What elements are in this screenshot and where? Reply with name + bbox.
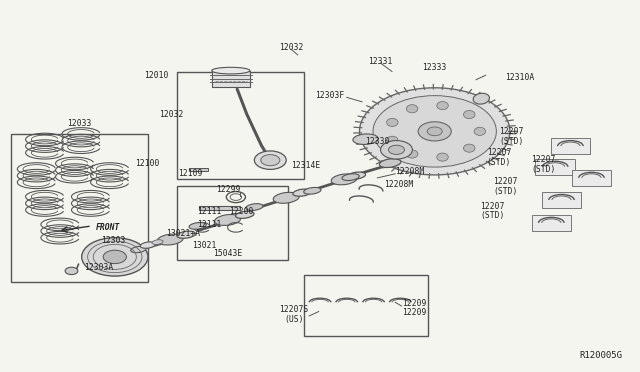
Text: 12310A: 12310A <box>505 73 534 81</box>
Text: 13021: 13021 <box>193 241 217 250</box>
Ellipse shape <box>212 67 250 74</box>
Text: 12331: 12331 <box>369 57 393 66</box>
Ellipse shape <box>331 174 357 185</box>
Text: 12032: 12032 <box>159 109 183 119</box>
Bar <box>212 71 250 87</box>
Ellipse shape <box>436 153 448 161</box>
Ellipse shape <box>131 246 146 253</box>
Ellipse shape <box>342 174 359 180</box>
Bar <box>541 192 581 208</box>
Ellipse shape <box>473 93 490 104</box>
Circle shape <box>373 96 497 167</box>
Text: 12111: 12111 <box>197 220 221 229</box>
Ellipse shape <box>246 203 263 211</box>
Text: 12208M: 12208M <box>395 167 424 176</box>
Ellipse shape <box>347 172 365 179</box>
Bar <box>177 186 288 260</box>
Text: 12109: 12109 <box>178 169 202 177</box>
Ellipse shape <box>157 234 183 245</box>
Ellipse shape <box>406 150 418 158</box>
Bar <box>304 275 428 336</box>
Text: 12303: 12303 <box>101 236 125 245</box>
Ellipse shape <box>177 231 195 238</box>
Bar <box>536 159 575 175</box>
Circle shape <box>65 267 78 275</box>
Text: 12207
(STD): 12207 (STD) <box>487 148 511 167</box>
Ellipse shape <box>436 102 448 110</box>
Circle shape <box>427 127 442 136</box>
Text: 12330: 12330 <box>365 137 390 146</box>
Bar <box>572 170 611 186</box>
Text: 12111: 12111 <box>197 207 221 217</box>
Circle shape <box>388 145 404 154</box>
Ellipse shape <box>152 240 163 244</box>
Text: 12209: 12209 <box>401 308 426 317</box>
Bar <box>177 71 304 179</box>
Bar <box>199 206 241 210</box>
Text: 12209: 12209 <box>401 299 426 308</box>
Ellipse shape <box>304 187 321 194</box>
Circle shape <box>418 122 451 141</box>
Circle shape <box>103 250 127 264</box>
Text: 12207S
(US): 12207S (US) <box>279 305 308 324</box>
Text: R120005G: R120005G <box>580 350 623 359</box>
Ellipse shape <box>387 118 398 126</box>
Ellipse shape <box>293 189 312 196</box>
Text: 12010: 12010 <box>144 71 168 80</box>
Text: FRONT: FRONT <box>96 223 120 232</box>
Text: 12200: 12200 <box>228 207 253 217</box>
Text: 12299: 12299 <box>216 185 241 194</box>
Bar <box>532 215 571 231</box>
Ellipse shape <box>236 211 254 218</box>
Ellipse shape <box>474 127 486 135</box>
Circle shape <box>260 155 280 166</box>
Ellipse shape <box>380 159 401 167</box>
Ellipse shape <box>406 105 418 113</box>
Text: 12100: 12100 <box>135 159 159 169</box>
Ellipse shape <box>140 242 156 248</box>
Text: 12333: 12333 <box>422 63 446 72</box>
Text: 12303A: 12303A <box>84 263 113 272</box>
Text: 15043E: 15043E <box>213 249 243 258</box>
Text: 12207
(STD): 12207 (STD) <box>500 127 524 145</box>
Ellipse shape <box>189 222 206 229</box>
Text: 12303F: 12303F <box>315 91 344 100</box>
Ellipse shape <box>353 134 378 144</box>
Ellipse shape <box>273 192 300 203</box>
Bar <box>550 138 590 154</box>
Circle shape <box>254 151 286 169</box>
Bar <box>189 168 209 171</box>
Ellipse shape <box>214 215 241 225</box>
Text: 13021+A: 13021+A <box>166 230 200 238</box>
Text: 12032: 12032 <box>279 43 303 52</box>
Text: 12207
(STD): 12207 (STD) <box>493 177 518 196</box>
Ellipse shape <box>463 110 475 119</box>
Text: 12207
(STD): 12207 (STD) <box>481 202 505 221</box>
Text: 12033: 12033 <box>67 119 92 128</box>
Circle shape <box>82 238 148 276</box>
Text: 12207
(STD): 12207 (STD) <box>531 155 556 174</box>
Circle shape <box>360 88 510 175</box>
Circle shape <box>381 141 412 159</box>
Ellipse shape <box>387 136 398 144</box>
Text: 12314E: 12314E <box>291 161 321 170</box>
Bar <box>11 134 148 282</box>
Ellipse shape <box>463 144 475 152</box>
Text: 12208M: 12208M <box>384 180 413 189</box>
